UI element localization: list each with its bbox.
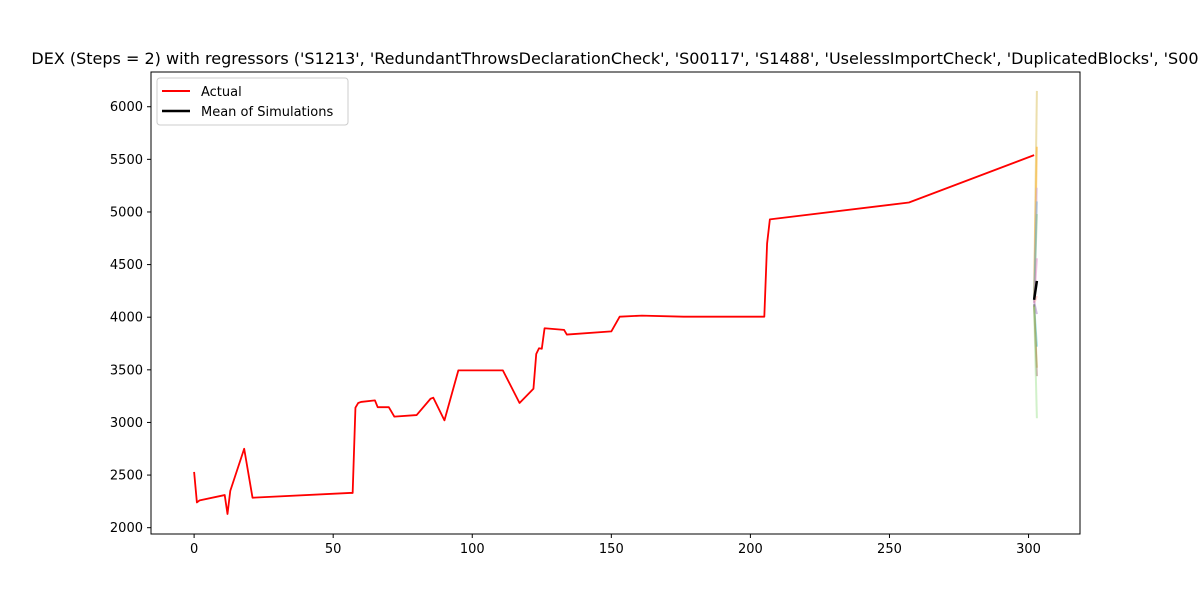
plot-frame [150,71,1081,535]
y-tick-label: 2000 [110,521,143,536]
x-tick-label: 200 [738,542,763,557]
y-tick-label: 5000 [110,205,143,220]
simulation-line [1033,304,1038,377]
y-tick-label: 3500 [110,363,143,378]
series-line-actual [193,154,1035,515]
simulation-line [1033,295,1038,304]
y-tick-label: 2500 [110,469,143,484]
simulation-line [1033,187,1038,301]
x-tick-label: 300 [1016,542,1041,557]
legend: Actual Mean of Simulations [156,77,349,126]
simulation-line [1033,90,1038,297]
x-tick-label: 150 [599,542,624,557]
x-tick-label: 250 [877,542,902,557]
y-tick-label: 3000 [110,416,143,431]
y-tick-label: 6000 [110,100,143,115]
simulation-line [1033,201,1038,300]
x-axis: 0 50 100 150 200 250 300 [190,534,1041,557]
simulation-line [1033,146,1038,299]
x-tick-label: 0 [190,542,198,557]
series-layer [193,154,1039,515]
simulations-layer [1033,90,1038,419]
y-tick-label: 4500 [110,258,143,273]
y-axis: 2000 2500 3000 3500 4000 4500 5000 5500 6000 [110,100,151,536]
simulation-line [1033,304,1038,347]
legend-box [156,77,349,126]
x-tick-label: 100 [460,542,485,557]
legend-label-mean: Mean of Simulations [201,105,333,120]
chart-title: DEX (Steps = 2) with regressors ('S1213'… [31,49,1198,68]
series-line-mean-of-simulations [1032,280,1039,301]
simulation-line [1033,214,1038,302]
legend-label-actual: Actual [201,85,242,100]
simulation-line [1033,305,1038,368]
x-tick-label: 50 [325,542,342,557]
y-tick-label: 5500 [110,153,143,168]
simulation-line [1033,301,1038,315]
y-tick-label: 4000 [110,311,143,326]
simulation-line [1033,306,1038,419]
